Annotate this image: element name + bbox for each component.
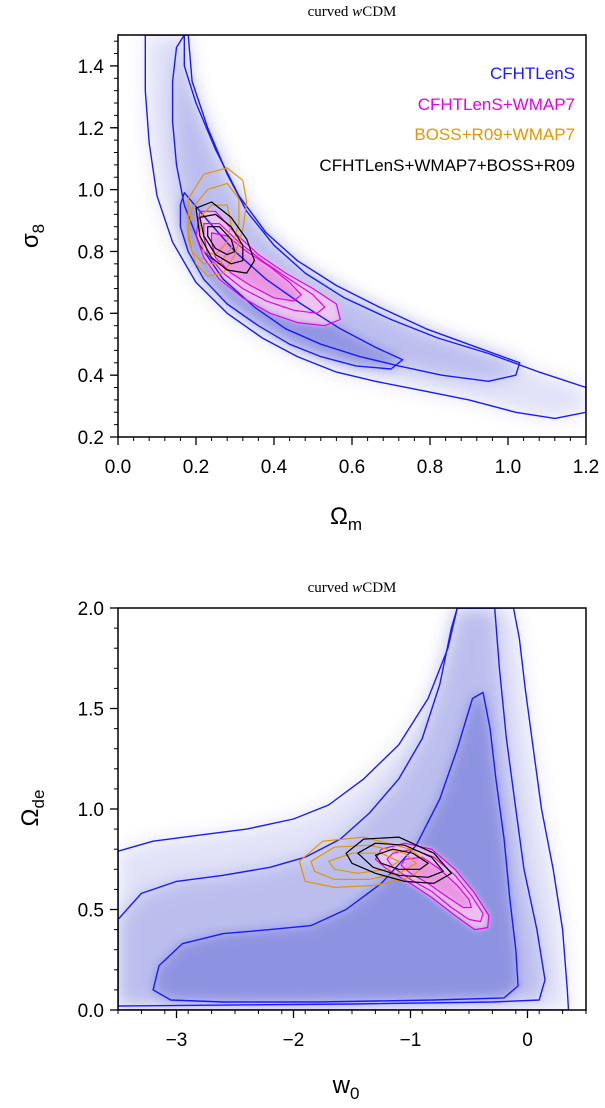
y-axis-title: Ωde xyxy=(17,790,48,827)
x-tick-label: 0.4 xyxy=(261,457,288,478)
contour-series-0-level-2 xyxy=(152,691,519,1003)
x-tick-label: 0.8 xyxy=(417,457,443,478)
x-tick-label: −3 xyxy=(166,1030,188,1051)
y-tick-label: 1.4 xyxy=(78,57,105,78)
contour-series-3-level-2 xyxy=(374,848,429,870)
x-tick-label: 0.2 xyxy=(183,457,209,478)
y-tick-label: 2.0 xyxy=(78,599,104,620)
x-tick-label: −2 xyxy=(283,1030,305,1051)
contour-series-0-level-2 xyxy=(179,192,404,370)
contour-series-1-level-2 xyxy=(400,856,472,909)
contour-series-1-level-1 xyxy=(203,223,326,314)
contour-series-3-level-2 xyxy=(207,226,236,256)
x-axis-title: w0 xyxy=(332,1072,360,1103)
contour-series-3-level-1 xyxy=(357,842,444,878)
contour-series-3-level-1 xyxy=(199,213,244,265)
contour-series-2-level-0 xyxy=(187,167,248,277)
contour-series-2-level-2 xyxy=(328,852,400,874)
contour-layer xyxy=(118,608,570,1010)
contour-series-1-level-0 xyxy=(195,210,341,327)
contour-series-2-level-2 xyxy=(199,204,232,256)
contour-series-0-level-0 xyxy=(118,608,570,1010)
contour-series-2-level-0 xyxy=(298,836,429,888)
posterior-shading xyxy=(118,608,569,1010)
contour-series-3-level-0 xyxy=(195,201,256,274)
x-tick-label: 0 xyxy=(522,1030,533,1051)
y-tick-label: 0.4 xyxy=(78,366,105,387)
contour-series-3-level-0 xyxy=(345,836,452,884)
contour-series-1-level-1 xyxy=(386,848,484,923)
y-tick-label: 1.0 xyxy=(78,800,104,821)
y-tick-label: 1.0 xyxy=(78,181,104,202)
legend: CFHTLenS CFHTLenS+WMAP7 BOSS+R09+WMAP7 C… xyxy=(319,64,575,175)
x-axis-title: Ωm xyxy=(330,503,362,534)
contour-series-0-level-1 xyxy=(171,35,521,382)
y-tick-label: 0.2 xyxy=(78,428,104,449)
shade-middle xyxy=(172,35,520,382)
x-tick-label: 0.6 xyxy=(339,457,365,478)
y-tick-label: 1.2 xyxy=(78,119,104,140)
contour-series-0-level-0 xyxy=(144,35,586,420)
y-tick-label: 0.5 xyxy=(78,901,104,922)
contour-series-1-level-2 xyxy=(211,232,302,302)
x-tick-label: 1.0 xyxy=(495,457,521,478)
y-tick-label: 0.8 xyxy=(78,242,104,263)
legend-entry-boss-r09-wmap7: BOSS+R09+WMAP7 xyxy=(414,125,575,144)
axes: −3 −2 −1 0 0.0 0.5 1.0 1.5 2.0 xyxy=(78,599,587,1051)
panel-title: curved wCDM xyxy=(308,4,397,20)
legend-entry-cfhtlens: CFHTLenS xyxy=(490,64,575,83)
contour-layer xyxy=(144,35,586,420)
panel-omega-m-sigma-8: curved wCDM 0.0 0.2 0.4 0.6 0.8 1.0 1.20.20.40… xyxy=(17,4,599,534)
axes: 0.0 0.2 0.4 0.6 0.8 1.0 1.20.20.40.60.81.01.21… xyxy=(78,40,599,478)
y-tick-label: 0.0 xyxy=(78,1001,104,1022)
shade-inner xyxy=(153,692,519,1002)
x-tick-label: 1.2 xyxy=(573,457,599,478)
legend-entry-combined: CFHTLenS+WMAP7+BOSS+R09 xyxy=(319,156,575,175)
legend-entry-cfhtlens-wmap7: CFHTLenS+WMAP7 xyxy=(418,95,575,114)
x-tick-label: 0.0 xyxy=(105,457,131,478)
y-tick-label: 0.6 xyxy=(78,304,104,325)
x-tick-label: −1 xyxy=(400,1030,422,1051)
panel-title: curved wCDM xyxy=(308,580,397,596)
y-axis-title: σ8 xyxy=(17,224,48,248)
y-tick-label: 1.5 xyxy=(78,700,104,721)
contour-series-2-level-1 xyxy=(310,844,417,880)
contour-series-1-level-0 xyxy=(374,842,490,931)
contour-series-2-level-1 xyxy=(187,182,240,265)
contour-series-0-level-1 xyxy=(118,608,546,1007)
panel-w0-omega-de: curved wCDM −3 −2 −1 0 0.0 0.5 1.0 1.5 2.0 w0 Ωd… xyxy=(17,580,587,1103)
